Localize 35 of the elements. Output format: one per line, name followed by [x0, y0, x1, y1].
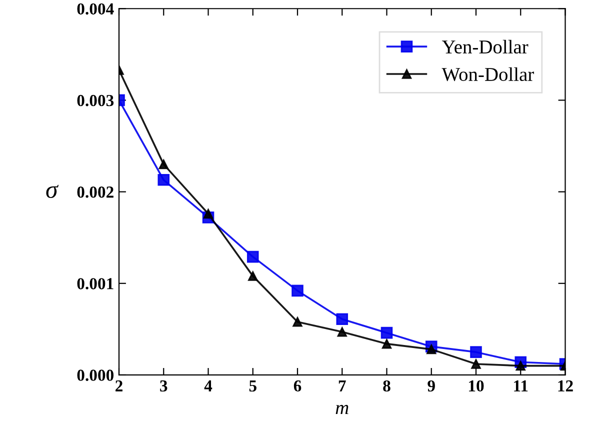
point	[516, 360, 526, 371]
point	[426, 344, 436, 354]
y-tick-label: 0.000	[77, 370, 114, 381]
point	[292, 284, 304, 297]
x-axis-title: m	[336, 404, 348, 414]
y-axis-title: σ	[46, 184, 59, 198]
y-tick-label: 0.002	[77, 186, 114, 198]
x-tick-label: 8	[383, 380, 390, 392]
legend-label: Won-Dollar	[442, 67, 534, 82]
x-tick-label: 11	[514, 380, 528, 392]
x-tick-label: 10	[469, 380, 484, 392]
point	[382, 338, 392, 349]
point	[337, 327, 347, 337]
y-tick-label: 0.004	[77, 3, 114, 15]
x-tick-label: 4	[204, 380, 212, 392]
x-tick-label: 12	[558, 380, 573, 392]
point	[203, 208, 214, 219]
x-tick-label: 9	[428, 380, 435, 392]
x-tick-label: 5	[249, 380, 256, 392]
point	[471, 359, 481, 369]
x-tick-label: 3	[160, 380, 168, 392]
y-tick-label: 0.001	[77, 278, 114, 290]
point	[292, 316, 302, 327]
point	[470, 346, 482, 358]
point	[246, 250, 259, 263]
x-tick-label: 2	[116, 380, 122, 392]
legend-label: Yen-Dollar	[442, 40, 528, 54]
point	[336, 313, 348, 326]
x-tick-label: 7	[338, 380, 346, 392]
point	[158, 159, 168, 170]
point	[158, 174, 170, 186]
x-tick-label: 6	[294, 380, 302, 392]
point	[380, 326, 393, 339]
point	[248, 271, 258, 281]
y-tick-label: 0.003	[77, 94, 114, 106]
